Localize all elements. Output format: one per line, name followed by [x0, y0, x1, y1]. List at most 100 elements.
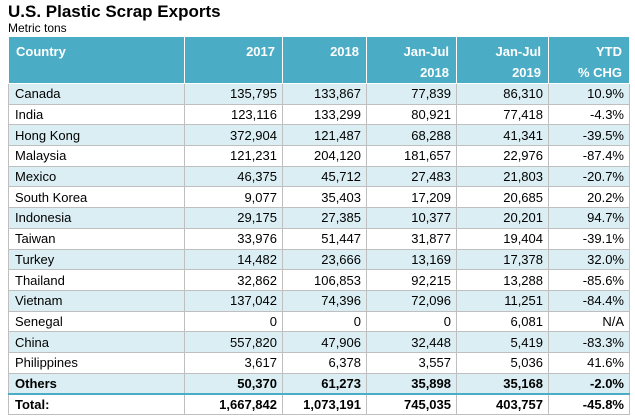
value-cell: 27,385 [282, 207, 367, 229]
value-cell: 9,077 [184, 186, 283, 209]
value-cell: 32,448 [366, 331, 457, 353]
column-header: Jan-Jul 2018 [366, 36, 457, 84]
value-cell: 121,231 [184, 145, 283, 167]
value-cell: 20,685 [456, 186, 549, 209]
column-header-line2: % CHG [577, 65, 622, 80]
value-cell: 1,073,191 [282, 392, 367, 415]
value-cell: 557,820 [184, 331, 283, 353]
value-cell: 135,795 [184, 83, 283, 105]
value-cell: 21,803 [456, 165, 549, 188]
value-cell: 403,757 [456, 392, 549, 415]
value-cell: 0 [282, 310, 367, 333]
value-cell: 204,120 [282, 145, 367, 167]
value-cell: 745,035 [366, 392, 457, 415]
value-cell: -45.8% [548, 392, 630, 415]
value-cell: 20,201 [456, 207, 549, 229]
value-cell: -39.5% [548, 124, 630, 147]
value-cell: 1,667,842 [184, 392, 283, 415]
header-row: Country 2017 2018 Jan-Jul 2018 Jan-Jul 2019 YTD… [8, 36, 630, 84]
table-row: Thailand 32,862 106,853 92,215 13,288 -85.6% [8, 269, 630, 291]
country-cell: Indonesia [8, 207, 185, 229]
table-body: Canada 135,795 133,867 77,839 86,310 10.9% Ind… [8, 83, 630, 415]
value-cell: 13,169 [366, 248, 457, 271]
value-cell: 77,418 [456, 103, 549, 126]
table-row: Senegal 0 0 0 6,081 N/A [8, 310, 630, 333]
table-row: Mexico 46,375 45,712 27,483 21,803 -20.7% [8, 165, 630, 188]
value-cell: 0 [366, 310, 457, 333]
table-row: Canada 135,795 133,867 77,839 86,310 10.9% [8, 83, 630, 105]
value-cell: 14,482 [184, 248, 283, 271]
country-cell: South Korea [8, 186, 185, 209]
value-cell: -20.7% [548, 165, 630, 188]
value-cell: -39.1% [548, 227, 630, 250]
country-cell: India [8, 103, 185, 126]
country-cell: Others [8, 372, 185, 395]
value-cell: 20.2% [548, 186, 630, 209]
value-cell: 121,487 [282, 124, 367, 147]
table-row: Philippines 3,617 6,378 3,557 5,036 41.6% [8, 351, 630, 374]
column-header-line1: Jan-Jul [495, 44, 541, 59]
value-cell: 31,877 [366, 227, 457, 250]
value-cell: -84.4% [548, 289, 630, 312]
value-cell: 5,036 [456, 351, 549, 374]
column-header-line2: 2019 [512, 65, 541, 80]
column-header: YTD % CHG [548, 36, 630, 84]
value-cell: 19,404 [456, 227, 549, 250]
column-header: Country [8, 36, 185, 84]
table-row: Hong Kong 372,904 121,487 68,288 41,341 -39.5… [8, 124, 630, 147]
country-cell: Total: [8, 392, 185, 415]
value-cell: 6,378 [282, 351, 367, 374]
country-cell: Taiwan [8, 227, 185, 250]
value-cell: 23,666 [282, 248, 367, 271]
value-cell: 27,483 [366, 165, 457, 188]
value-cell: 33,976 [184, 227, 283, 250]
country-cell: Canada [8, 83, 185, 105]
value-cell: 41,341 [456, 124, 549, 147]
table-row: India 123,116 133,299 80,921 77,418 -4.3% [8, 103, 630, 126]
value-cell: -87.4% [548, 145, 630, 167]
value-cell: 50,370 [184, 372, 283, 395]
country-cell: Thailand [8, 269, 185, 291]
column-header-line1: 2018 [330, 44, 359, 59]
value-cell: 47,906 [282, 331, 367, 353]
table-row: Others 50,370 61,273 35,898 35,168 -2.0% [8, 372, 630, 395]
value-cell: 46,375 [184, 165, 283, 188]
value-cell: 106,853 [282, 269, 367, 291]
country-cell: Mexico [8, 165, 185, 188]
value-cell: 35,898 [366, 372, 457, 395]
country-cell: Senegal [8, 310, 185, 333]
value-cell: 22,976 [456, 145, 549, 167]
value-cell: 94.7% [548, 207, 630, 229]
value-cell: 72,096 [366, 289, 457, 312]
value-cell: 10.9% [548, 83, 630, 105]
value-cell: 17,209 [366, 186, 457, 209]
value-cell: -2.0% [548, 372, 630, 395]
value-cell: 45,712 [282, 165, 367, 188]
table-row: South Korea 9,077 35,403 17,209 20,685 20.2% [8, 186, 630, 209]
value-cell: 181,657 [366, 145, 457, 167]
report-title: U.S. Plastic Scrap Exports [8, 2, 221, 21]
value-cell: 51,447 [282, 227, 367, 250]
value-cell: 61,273 [282, 372, 367, 395]
table-header: Country 2017 2018 Jan-Jul 2018 Jan-Jul 2019 YTD… [8, 36, 630, 84]
value-cell: 32,862 [184, 269, 283, 291]
value-cell: 0 [184, 310, 283, 333]
value-cell: 77,839 [366, 83, 457, 105]
country-cell: Malaysia [8, 145, 185, 167]
value-cell: 80,921 [366, 103, 457, 126]
country-cell: Hong Kong [8, 124, 185, 147]
country-cell: Philippines [8, 351, 185, 374]
value-cell: 5,419 [456, 331, 549, 353]
value-cell: N/A [548, 310, 630, 333]
total-row: Total: 1,667,842 1,073,191 745,035 403,757 -4… [8, 392, 630, 415]
value-cell: 6,081 [456, 310, 549, 333]
country-cell: Vietnam [8, 289, 185, 312]
column-header-line1: Country [16, 44, 66, 59]
value-cell: 17,378 [456, 248, 549, 271]
table-row: Indonesia 29,175 27,385 10,377 20,201 94.7% [8, 207, 630, 229]
value-cell: 13,288 [456, 269, 549, 291]
value-cell: 137,042 [184, 289, 283, 312]
table-row: China 557,820 47,906 32,448 5,419 -83.3% [8, 331, 630, 353]
country-cell: China [8, 331, 185, 353]
column-header-line1: Jan-Jul [403, 44, 449, 59]
